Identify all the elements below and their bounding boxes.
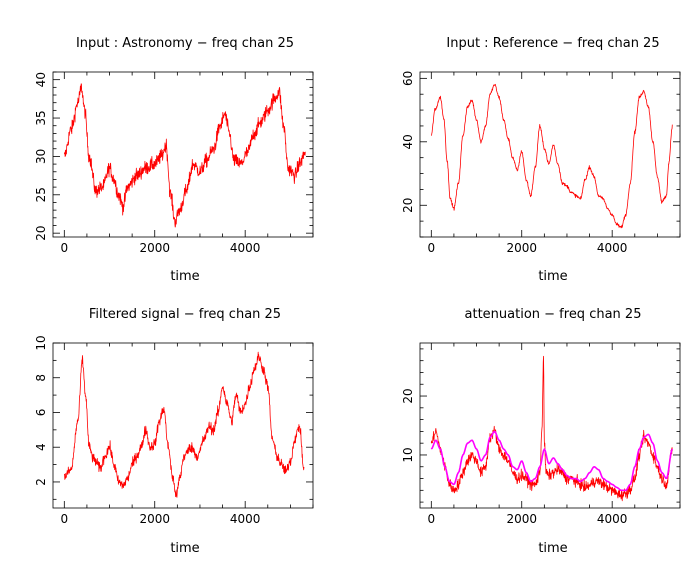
x-tick-label: 4000 <box>597 241 628 255</box>
y-tick-label: 60 <box>401 71 415 86</box>
x-axis-label: time <box>538 269 567 284</box>
series-line-1 <box>431 83 673 229</box>
plot-frame <box>419 71 681 238</box>
x-tick-label: 2000 <box>506 241 537 255</box>
chart-title: attenuation − freq chan 25 <box>465 307 642 322</box>
series-line-1 <box>63 83 306 228</box>
y-tick-label: 40 <box>34 72 48 87</box>
chart-panel-filtered-signal: Filtered signal − freq chan 25 time 0 200… <box>34 307 314 556</box>
y-tick-label: 4 <box>34 443 48 451</box>
y-tick-label: 40 <box>401 134 415 149</box>
x-tick-label: 0 <box>60 512 68 526</box>
x-tick-label: 4000 <box>230 241 261 255</box>
x-tick-label: 4000 <box>230 512 261 526</box>
x-axis-label: time <box>538 541 567 556</box>
x-tick-label: 0 <box>60 241 68 255</box>
plot-frame <box>52 71 314 238</box>
y-tick-label: 2 <box>34 478 48 486</box>
chart-title: Input : Astronomy − freq chan 25 <box>76 36 294 51</box>
y-tick-label: 10 <box>34 335 48 350</box>
chart-title: Input : Reference − freq chan 25 <box>446 36 659 51</box>
series-line-2 <box>430 430 674 492</box>
y-tick-label: 30 <box>34 149 48 164</box>
plot-frame <box>52 342 314 509</box>
x-tick-label: 2000 <box>506 512 537 526</box>
chart-panel-reference: Input : Reference − freq chan 25 time 0 2… <box>401 36 681 284</box>
x-tick-label: 0 <box>427 512 435 526</box>
y-tick-label: 20 <box>401 198 415 213</box>
chart-panel-attenuation: attenuation − freq chan 25 time 0 2000 400… <box>401 307 681 556</box>
y-tick-label: 8 <box>34 374 48 382</box>
y-tick-label: 20 <box>34 226 48 241</box>
y-tick-label: 6 <box>34 409 48 417</box>
series-line-1 <box>430 355 673 502</box>
plot-frame <box>419 342 681 509</box>
x-tick-label: 2000 <box>139 512 170 526</box>
series-line-1 <box>63 351 305 498</box>
x-tick-label: 0 <box>427 241 435 255</box>
y-tick-label: 25 <box>34 187 48 202</box>
y-tick-label: 20 <box>401 388 415 403</box>
y-tick-label: 10 <box>401 447 415 462</box>
y-tick-label: 35 <box>34 110 48 125</box>
x-axis-label: time <box>170 541 199 556</box>
x-tick-label: 2000 <box>139 241 170 255</box>
chart-title: Filtered signal − freq chan 25 <box>89 307 281 322</box>
x-tick-label: 4000 <box>597 512 628 526</box>
x-axis-label: time <box>170 269 199 284</box>
